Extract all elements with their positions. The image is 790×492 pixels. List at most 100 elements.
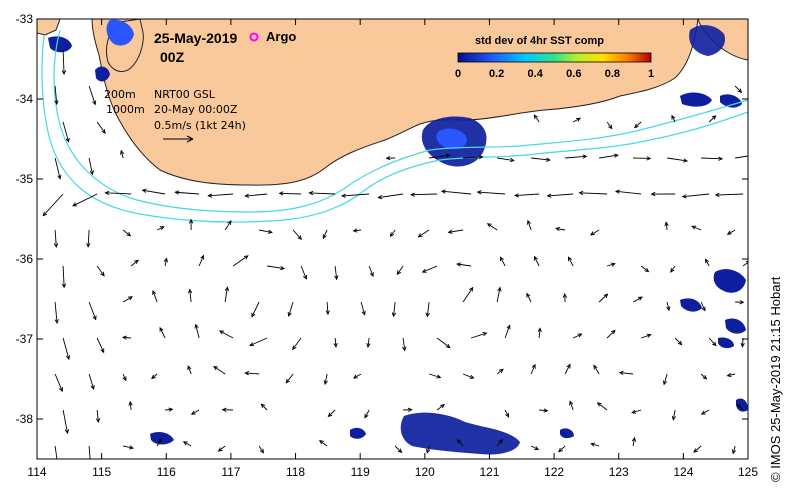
current-arrow: [54, 445, 58, 459]
colorbar-title: std dev of 4hr SST comp: [475, 35, 604, 47]
current-arrow: [700, 301, 706, 312]
depth-1000-label: 1000m: [106, 103, 145, 116]
sst-stddev-patches: [48, 19, 748, 455]
current-arrow: [232, 255, 249, 267]
current-arrow: [546, 193, 574, 198]
current-arrow: [403, 407, 413, 412]
argo-legend: Argo: [249, 29, 296, 44]
current-arrow: [394, 445, 403, 454]
current-arrow: [141, 188, 166, 195]
current-arrow: [670, 265, 676, 273]
current-arrow: [123, 445, 135, 450]
x-tick-label: 116: [157, 465, 176, 479]
current-arrow: [531, 157, 551, 162]
current-arrow: [95, 409, 101, 424]
current-arrow: [244, 371, 260, 376]
current-arrow: [62, 337, 71, 361]
current-arrow: [700, 373, 708, 380]
current-arrow: [428, 373, 442, 379]
isobath-200m: [53, 29, 748, 213]
current-arrow: [53, 229, 59, 249]
current-arrow: [278, 191, 302, 196]
current-arrow: [96, 121, 106, 134]
current-arrow: [122, 229, 132, 237]
current-arrow: [539, 408, 549, 413]
colorbar-tick-label: 0.8: [605, 68, 620, 80]
current-arrow: [499, 256, 506, 267]
current-arrow: [671, 114, 676, 123]
colorbar: std dev of 4hr SST comp 0 0.2 0.4 0.6 0.8 1: [455, 35, 654, 80]
current-arrow: [618, 370, 634, 376]
current-arrow: [96, 265, 105, 277]
current-arrow: [323, 373, 328, 386]
current-arrow: [558, 445, 566, 453]
depth-200-label: 200m: [104, 88, 136, 101]
current-arrow: [693, 445, 702, 453]
current-arrow: [726, 229, 736, 235]
current-arrow: [152, 289, 158, 303]
current-arrow: [61, 49, 67, 76]
current-arrow: [165, 407, 174, 412]
current-arrow: [62, 409, 70, 435]
current-arrow: [54, 157, 62, 180]
current-arrow: [533, 255, 540, 267]
current-arrow: [662, 373, 668, 386]
current-arrow: [156, 437, 162, 447]
credit-text: © IMOS 25-May-2019 21:15 Hobart: [768, 276, 783, 482]
current-arrow: [396, 265, 404, 276]
current-arrow: [590, 442, 600, 447]
current-arrow: [564, 363, 571, 375]
current-arrow: [292, 229, 302, 241]
current-arrow: [742, 260, 748, 267]
current-arrow: [151, 373, 158, 380]
current-arrow: [486, 223, 498, 231]
current-arrow: [606, 262, 616, 267]
current-arrow: [606, 329, 616, 339]
current-arrow: [681, 193, 710, 199]
current-arrow: [327, 409, 336, 418]
current-arrow: [476, 190, 506, 195]
current-arrow: [456, 262, 472, 267]
current-arrow: [156, 226, 165, 231]
current-arrow: [258, 445, 264, 454]
current-arrow: [285, 373, 294, 384]
y-tick-label: -36: [16, 252, 34, 266]
current-arrow: [96, 337, 105, 354]
current-arrow: [593, 364, 600, 375]
x-tick-label: 121: [479, 465, 499, 479]
current-arrow: [130, 259, 139, 267]
current-arrow: [650, 191, 676, 197]
current-arrow: [606, 121, 613, 130]
current-arrow: [182, 441, 192, 447]
current-arrow: [705, 258, 710, 267]
current-arrow: [598, 293, 609, 303]
current-arrow: [207, 193, 234, 198]
current-arrow: [218, 330, 234, 339]
current-arrow: [631, 409, 642, 414]
current-arrow: [224, 286, 229, 303]
current-arrow: [632, 296, 643, 303]
x-tick-label: 114: [27, 465, 46, 479]
current-arrow: [187, 288, 193, 303]
colorbar-tick-label: 0.4: [528, 68, 544, 80]
current-arrow: [735, 300, 745, 305]
current-arrow: [122, 373, 127, 382]
current-arrow: [187, 365, 192, 375]
x-tick-label: 117: [221, 465, 240, 479]
current-arrow: [352, 373, 362, 379]
current-arrow: [562, 292, 568, 303]
current-arrow: [537, 327, 542, 339]
current-arrow: [194, 323, 200, 339]
current-arrow: [88, 157, 94, 176]
current-arrow: [565, 154, 588, 159]
current-arrow: [364, 409, 370, 419]
current-arrow: [436, 403, 445, 411]
current-arrow: [735, 155, 748, 159]
current-arrow: [572, 333, 583, 339]
current-arrow: [61, 265, 67, 289]
colorbar-tick-label: 0: [455, 68, 461, 80]
current-arrow: [734, 85, 743, 94]
argo-label: Argo: [266, 29, 296, 44]
current-arrow: [190, 409, 200, 415]
